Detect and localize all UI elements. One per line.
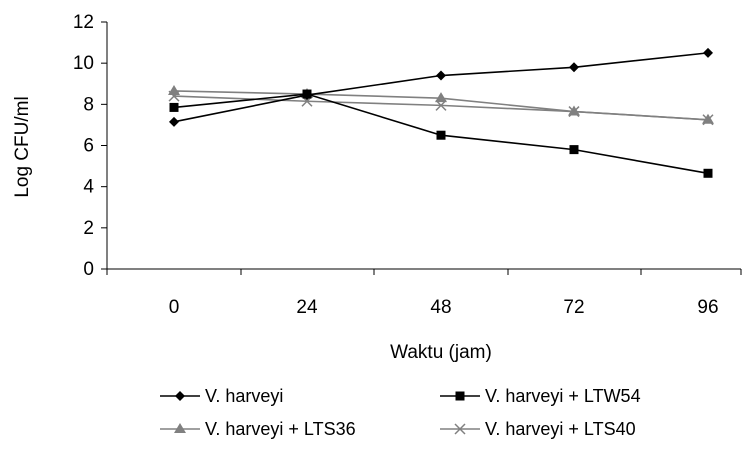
series-2 (169, 89, 713, 178)
data-point-x (702, 114, 714, 126)
y-tick-label: 12 (73, 12, 94, 33)
series-4 (168, 90, 714, 126)
legend-label: V. harveyi + LTS40 (485, 419, 636, 439)
data-point-x (435, 99, 447, 111)
legend-label: V. harveyi (205, 386, 283, 406)
data-point-diamond (436, 70, 446, 81)
legend-entry: V. harveyi + LTS36 (160, 419, 356, 439)
x-tick-label: 24 (296, 297, 318, 318)
legend-entry: V. harveyi + LTW54 (440, 386, 641, 406)
data-point-triangle (435, 92, 447, 103)
data-point-x (454, 423, 466, 435)
y-tick-label: 10 (73, 53, 94, 74)
data-point-triangle (168, 84, 180, 95)
data-point-diamond (175, 391, 185, 401)
data-point-diamond (703, 47, 713, 58)
data-point-square (455, 391, 465, 401)
y-tick-label: 6 (83, 136, 94, 157)
legend-label: V. harveyi + LTW54 (485, 386, 641, 406)
y-tick-label: 4 (83, 177, 94, 198)
data-point-diamond (569, 62, 579, 73)
x-tick-label: 0 (169, 297, 180, 318)
data-point-x-stroke (454, 423, 466, 435)
y-tick-label: 2 (83, 218, 94, 239)
data-point-square (302, 89, 312, 99)
data-point-triangle (174, 423, 186, 433)
data-point-square (569, 145, 579, 155)
y-axis-label: Log CFU/ml (12, 96, 33, 197)
y-tick-label: 8 (83, 94, 94, 115)
x-axis-label: Waktu (jam) (390, 342, 492, 363)
x-tick-label: 48 (430, 297, 451, 318)
x-tick-label: 96 (697, 297, 718, 318)
data-point-x-stroke (435, 99, 447, 111)
data-point-x (168, 90, 180, 102)
data-point-square (703, 168, 713, 178)
y-tick-label: 0 (83, 259, 94, 280)
legend-entry: V. harveyi (160, 386, 283, 406)
data-point-diamond (169, 116, 179, 127)
data-point-x-stroke (168, 90, 180, 102)
data-point-x (568, 106, 580, 118)
data-point-x-stroke (702, 114, 714, 126)
legend-label: V. harveyi + LTS36 (205, 419, 356, 439)
data-point-square (436, 130, 446, 140)
x-tick-label: 72 (563, 297, 584, 318)
series-line (173, 52, 709, 123)
legend-entry: V. harveyi + LTS40 (440, 419, 636, 439)
series-1 (169, 47, 713, 127)
data-point-x-stroke (568, 106, 580, 118)
data-point-square (169, 102, 179, 112)
